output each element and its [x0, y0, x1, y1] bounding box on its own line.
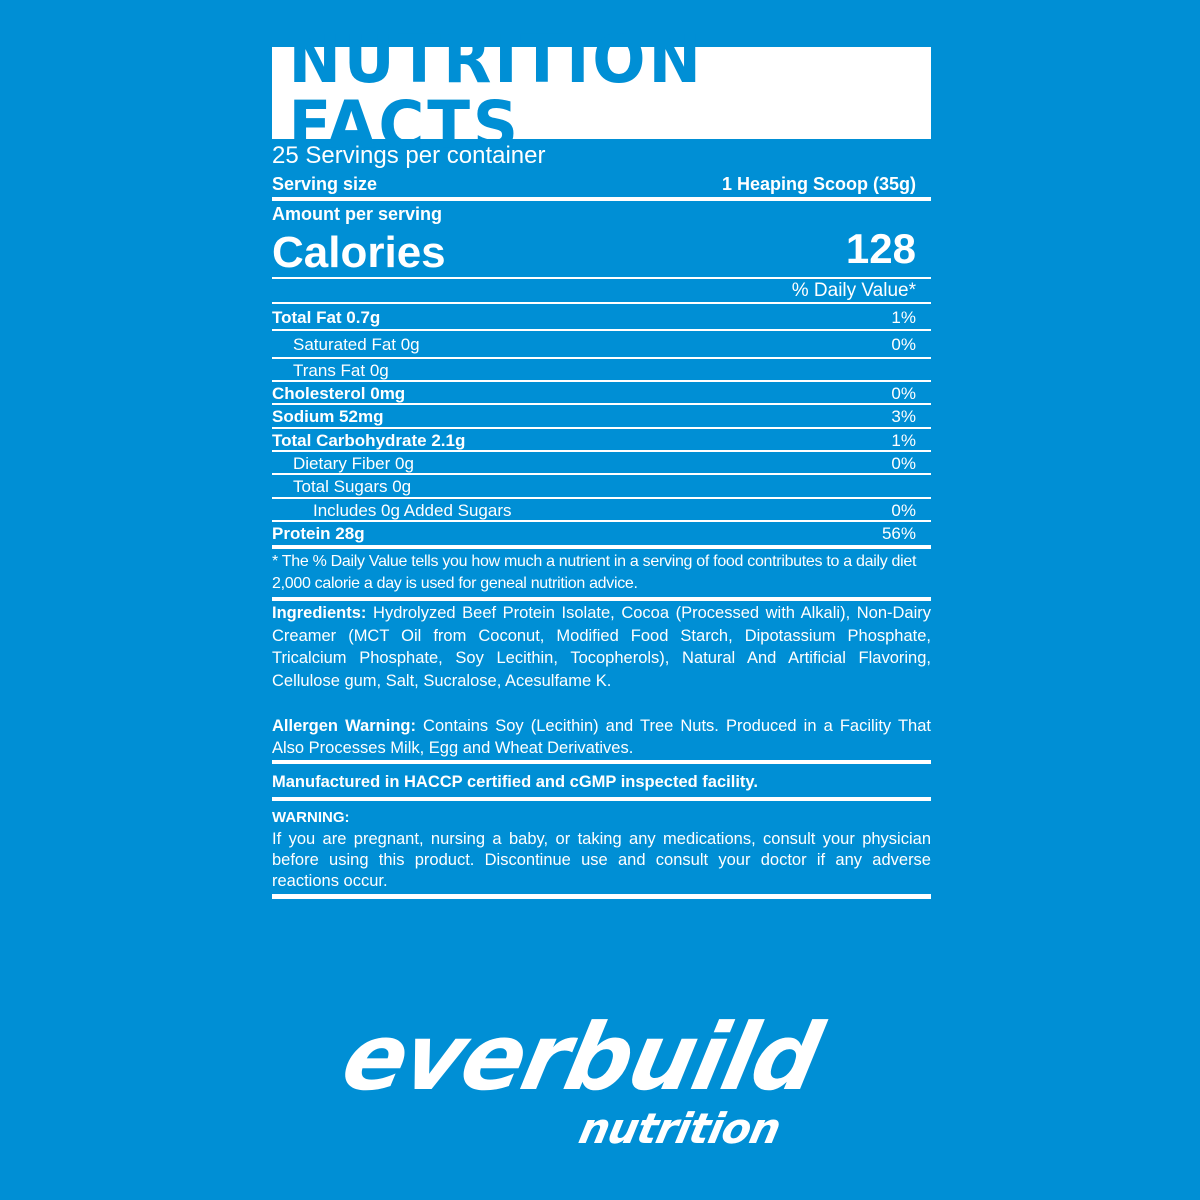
amount-per-serving: Amount per serving: [272, 204, 443, 224]
divider: [272, 357, 931, 359]
servings-per-container: 25 Servings per container: [272, 142, 546, 169]
divider: [272, 427, 931, 429]
nutrient-label: Includes 0g Added Sugars: [313, 501, 512, 520]
serving-size-label: Serving size: [272, 174, 378, 194]
divider: [272, 497, 931, 499]
divider: [272, 380, 931, 382]
divider: [272, 545, 931, 549]
warning-text: If you are pregnant, nursing a baby, or …: [272, 830, 931, 890]
nutrient-label: Sodium 52mg: [272, 407, 384, 426]
nutrient-dv: 0%: [891, 501, 916, 520]
nutrient-dv: 0%: [891, 384, 916, 403]
serving-size-row: Serving size 1 Heaping Scoop (35g): [272, 172, 916, 194]
divider: [272, 403, 931, 405]
brand-logo: everbuild: [333, 1004, 829, 1111]
ingredients-label: Ingredients:: [272, 604, 367, 622]
nutrient-dv: 3%: [891, 407, 916, 426]
nutrient-row: Total Carbohydrate 2.1g 1%: [272, 429, 916, 451]
nutrient-row: Sodium 52mg 3%: [272, 405, 916, 427]
nutrient-row: Includes 0g Added Sugars 0%: [272, 499, 916, 521]
nutrient-row: Trans Fat 0g: [272, 359, 916, 381]
brand-logo-sub: nutrition: [574, 1104, 785, 1153]
nutrient-label: Trans Fat 0g: [293, 361, 389, 380]
nutrient-row: Total Fat 0.7g 1%: [272, 306, 916, 328]
warning-label: WARNING:: [272, 809, 350, 826]
ingredients-text: Hydrolyzed Beef Protein Isolate, Cocoa (…: [272, 604, 931, 690]
daily-value-header: % Daily Value*: [791, 280, 916, 301]
divider: [272, 450, 931, 452]
allergen-text: Contains Soy (Lecithin) and Tree Nuts. P…: [272, 717, 931, 757]
divider: [272, 473, 931, 475]
nutrient-row: Total Sugars 0g: [272, 475, 916, 497]
nutrient-row: Protein 28g 56%: [272, 522, 916, 544]
nutrient-row: Dietary Fiber 0g 0%: [272, 452, 916, 474]
daily-value-footnote: * The % Daily Value tells you how much a…: [272, 553, 917, 592]
divider: [272, 760, 931, 764]
calories-label: Calories: [272, 228, 446, 277]
title-box: NUTRITION FACTS: [272, 27, 931, 159]
divider: [272, 277, 931, 279]
nutrient-label: Saturated Fat 0g: [293, 335, 420, 354]
divider: [272, 197, 931, 201]
nutrient-label: Cholesterol 0mg: [272, 384, 406, 403]
nutrient-row: Saturated Fat 0g 0%: [272, 333, 916, 355]
divider: [272, 302, 931, 304]
nutrient-label: Total Carbohydrate 2.1g: [272, 431, 466, 450]
nutrient-label: Total Fat 0.7g: [272, 308, 381, 327]
nutrient-label: Total Sugars 0g: [293, 477, 412, 496]
allergen-label: Allergen Warning:: [272, 717, 416, 735]
divider: [272, 329, 931, 331]
calories-value: 128: [845, 225, 916, 272]
serving-size-value: 1 Heaping Scoop (35g): [721, 174, 916, 194]
nutrient-label: Protein 28g: [272, 524, 365, 543]
divider: [272, 894, 931, 899]
ingredients: Ingredients: Hydrolyzed Beef Protein Iso…: [272, 602, 931, 692]
allergen-warning: Allergen Warning: Contains Soy (Lecithin…: [272, 716, 931, 759]
page-title: NUTRITION FACTS: [288, 21, 704, 164]
nutrient-label: Dietary Fiber 0g: [293, 454, 414, 473]
nutrient-dv: 1%: [891, 308, 916, 327]
nutrient-row: Cholesterol 0mg 0%: [272, 382, 916, 404]
manufactured-note: Manufactured in HACCP certified and cGMP…: [272, 773, 758, 791]
divider: [272, 520, 931, 522]
nutrient-dv: 1%: [891, 431, 916, 450]
nutrient-dv: 56%: [881, 524, 916, 543]
nutrient-dv: 0%: [891, 454, 916, 473]
divider: [272, 797, 931, 801]
nutrient-dv: 0%: [891, 335, 916, 354]
divider: [272, 597, 931, 601]
